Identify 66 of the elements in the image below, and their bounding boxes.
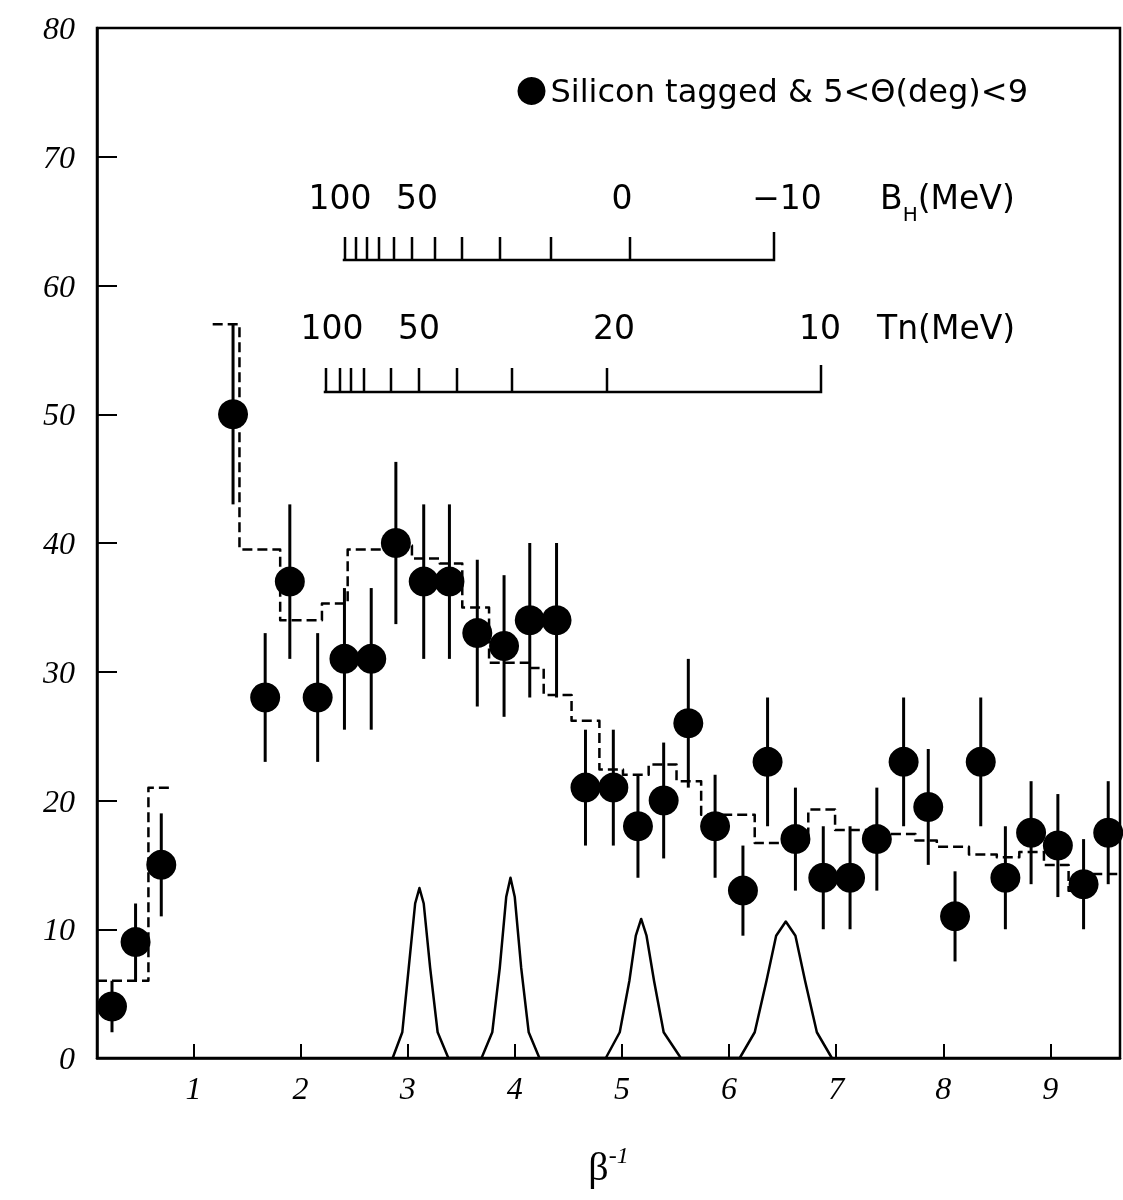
y-tick-label: 50 xyxy=(43,396,75,433)
point xyxy=(940,901,971,932)
point xyxy=(274,566,305,597)
point xyxy=(598,772,629,803)
point xyxy=(146,849,177,880)
annotation: 50 xyxy=(398,308,440,347)
annotation: 50 xyxy=(396,178,438,217)
point xyxy=(727,875,758,906)
point xyxy=(861,824,892,855)
point xyxy=(514,605,545,636)
annotation: Tn(MeV) xyxy=(876,308,1016,347)
x-tick-label: 6 xyxy=(721,1070,738,1106)
annotation: 0 xyxy=(611,178,633,217)
y-tick-label: 80 xyxy=(43,10,75,46)
point xyxy=(120,927,151,958)
x-tick-label: 2 xyxy=(292,1070,309,1106)
point xyxy=(434,566,465,597)
annotation: 100 xyxy=(300,308,364,347)
point xyxy=(356,643,387,674)
point xyxy=(329,643,360,674)
y-tick-label: 60 xyxy=(43,267,75,304)
point xyxy=(1068,869,1099,900)
x-tick-label: 3 xyxy=(398,1070,416,1106)
point xyxy=(489,631,520,661)
point xyxy=(1093,817,1123,848)
point xyxy=(673,708,704,739)
y-tick-label: 30 xyxy=(42,653,75,690)
x-tick-label: 9 xyxy=(1042,1070,1059,1106)
x-tick-label: 7 xyxy=(828,1070,847,1106)
point xyxy=(380,528,411,558)
point xyxy=(302,682,333,713)
point xyxy=(990,862,1021,893)
point xyxy=(700,811,731,842)
point xyxy=(250,682,281,713)
point xyxy=(1016,817,1047,848)
point xyxy=(808,862,839,893)
annotation: B$_{H}$(MeV) xyxy=(880,178,1015,226)
point xyxy=(648,785,679,816)
x-tick-label: 5 xyxy=(613,1070,630,1106)
annotation: 20 xyxy=(593,308,635,347)
annotation: 10 xyxy=(799,308,841,347)
point xyxy=(752,746,783,777)
y-tick-label: 40 xyxy=(43,525,75,561)
x-tick-label: 1 xyxy=(185,1070,202,1106)
annotation: 100 xyxy=(308,178,372,217)
point xyxy=(570,772,601,803)
annotation: −10 xyxy=(752,178,822,217)
point xyxy=(1042,830,1073,861)
x-tick-label: 8 xyxy=(935,1070,952,1106)
point xyxy=(835,862,866,893)
legend-label: Silicon tagged & 5<Θ(deg)<9 xyxy=(550,72,1028,110)
point xyxy=(780,824,811,855)
y-tick-label: 0 xyxy=(59,1040,75,1076)
point xyxy=(462,618,493,649)
point xyxy=(965,746,996,777)
point xyxy=(622,811,653,842)
y-tick-label: 20 xyxy=(43,782,75,819)
point xyxy=(913,791,944,822)
point xyxy=(218,399,249,430)
y-tick-label: 70 xyxy=(43,138,75,175)
point xyxy=(97,991,127,1022)
point xyxy=(888,746,919,777)
point xyxy=(541,605,572,636)
x-tick-label: 4 xyxy=(506,1070,523,1106)
point xyxy=(408,566,439,597)
y-tick-label: 10 xyxy=(43,911,75,948)
